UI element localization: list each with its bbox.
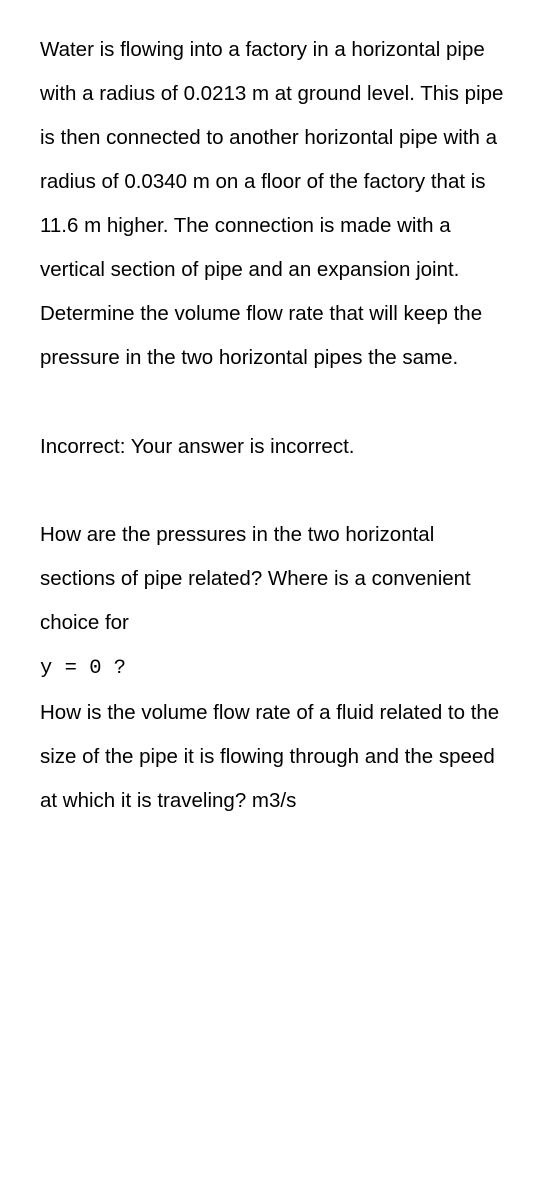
hint-question-1: How are the pressures in the two horizon… xyxy=(40,523,471,634)
hint-block: How are the pressures in the two horizon… xyxy=(40,513,506,823)
hint-question-2: How is the volume flow rate of a fluid r… xyxy=(40,701,499,812)
feedback-message: Incorrect: Your answer is incorrect. xyxy=(40,425,506,469)
hint-equation: y = 0 ? xyxy=(40,657,126,680)
problem-statement: Water is flowing into a factory in a hor… xyxy=(40,28,506,381)
